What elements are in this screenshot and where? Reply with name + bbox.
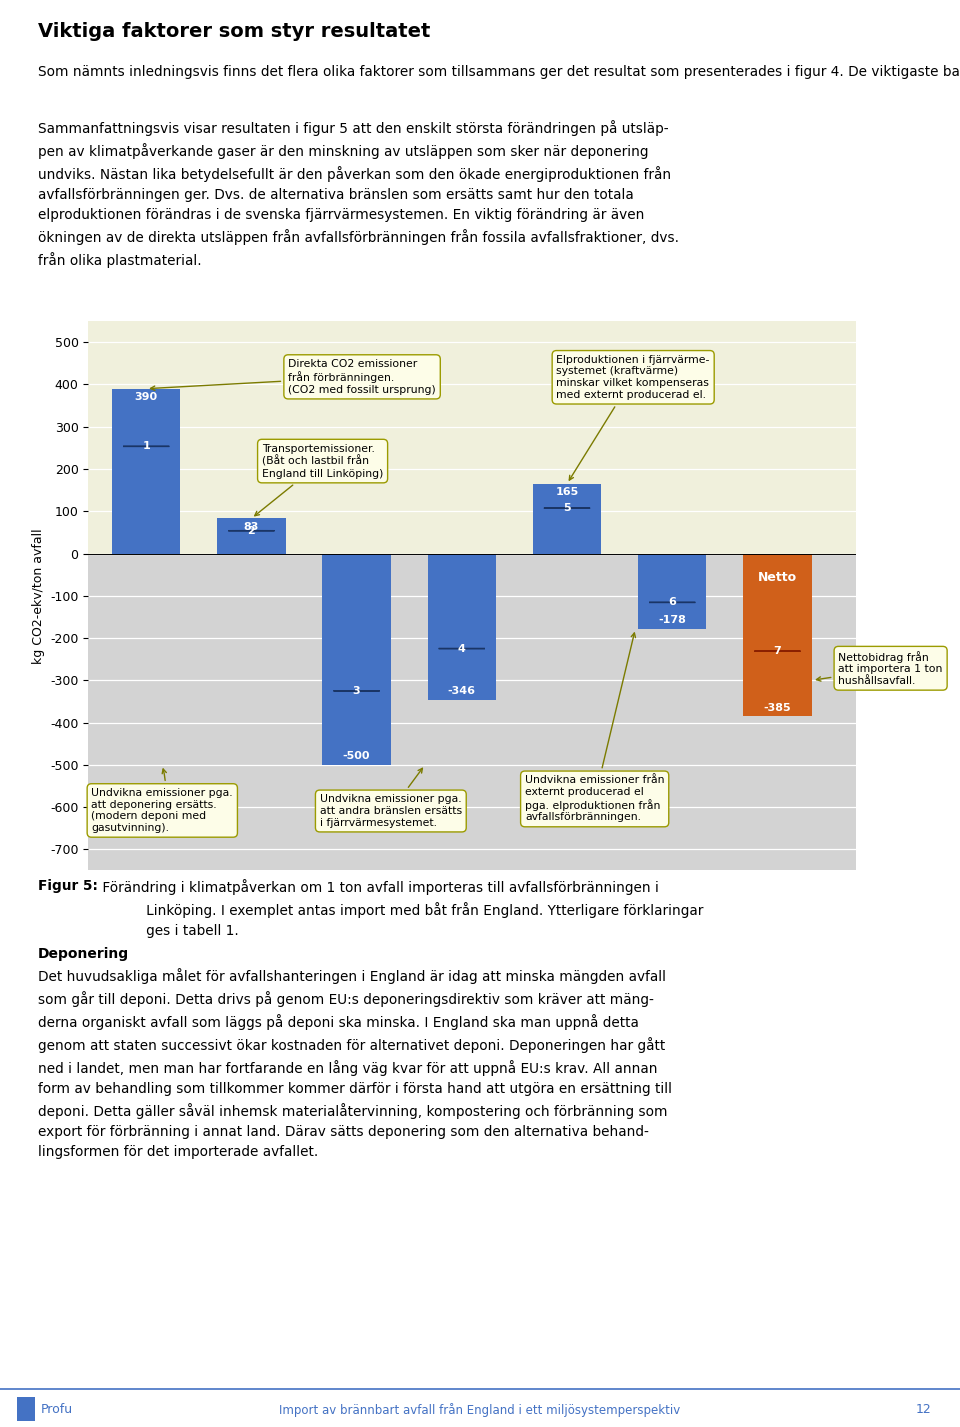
- Text: -500: -500: [343, 752, 371, 762]
- Bar: [88, 321, 856, 554]
- Text: 6: 6: [668, 598, 676, 608]
- Bar: [323, 554, 391, 765]
- Bar: [743, 554, 811, 716]
- Text: Undvikna emissioner pga.
att deponering ersätts.
(modern deponi med
gasutvinning: Undvikna emissioner pga. att deponering …: [91, 769, 233, 833]
- Text: -385: -385: [763, 704, 791, 714]
- Text: Viktiga faktorer som styr resultatet: Viktiga faktorer som styr resultatet: [38, 21, 430, 41]
- Text: Profu: Profu: [40, 1403, 72, 1417]
- Text: Elproduktionen i fjärrvärme-
systemet (kraftvärme)
minskar vilket kompenseras
me: Elproduktionen i fjärrvärme- systemet (k…: [557, 355, 709, 479]
- Text: Direkta CO2 emissioner
från förbränningen.
(CO2 med fossilt ursprung): Direkta CO2 emissioner från förbränninge…: [151, 360, 436, 395]
- Bar: [88, 554, 856, 870]
- Text: 1: 1: [142, 441, 150, 451]
- Bar: [112, 388, 180, 554]
- Bar: [533, 484, 601, 554]
- Text: Transportemissioner.
(Båt och lastbil från
England till Linköping): Transportemissioner. (Båt och lastbil fr…: [254, 444, 383, 515]
- Text: Undvikna emissioner pga.
att andra bränslen ersätts
i fjärrvärmesystemet.: Undvikna emissioner pga. att andra bräns…: [320, 768, 462, 828]
- Bar: [17, 1397, 35, 1421]
- Text: 83: 83: [244, 522, 259, 532]
- Text: -346: -346: [447, 686, 476, 696]
- Bar: [638, 554, 707, 629]
- Text: Sammanfattningsvis visar resultaten i figur 5 att den enskilt största förändring: Sammanfattningsvis visar resultaten i fi…: [38, 120, 679, 268]
- Text: 12: 12: [916, 1403, 931, 1417]
- Text: Nettobidrag från
att importera 1 ton
hushållsavfall.: Nettobidrag från att importera 1 ton hus…: [816, 651, 943, 686]
- Text: Deponering: Deponering: [38, 948, 130, 960]
- Text: 4: 4: [458, 644, 466, 654]
- Text: Undvikna emissioner från
externt producerad el
pga. elproduktionen från
avfallsf: Undvikna emissioner från externt produce…: [525, 634, 664, 822]
- Text: Netto: Netto: [757, 571, 797, 585]
- Text: Det huvudsakliga målet för avfallshanteringen i England är idag att minska mängd: Det huvudsakliga målet för avfallshanter…: [38, 968, 672, 1160]
- Bar: [217, 518, 285, 554]
- Text: 165: 165: [556, 487, 579, 497]
- Text: Figur 5:: Figur 5:: [38, 879, 98, 893]
- Bar: [427, 554, 496, 699]
- Text: 7: 7: [774, 646, 781, 656]
- Text: 3: 3: [352, 686, 360, 696]
- Y-axis label: kg CO2-ekv/ton avfall: kg CO2-ekv/ton avfall: [32, 528, 44, 664]
- Text: Som nämnts inledningsvis finns det flera olika faktorer som tillsammans ger det : Som nämnts inledningsvis finns det flera…: [38, 66, 960, 78]
- Text: Förändring i klimatpåverkan om 1 ton avfall importeras till avfallsförbränningen: Förändring i klimatpåverkan om 1 ton avf…: [98, 879, 704, 938]
- Text: 2: 2: [248, 525, 255, 535]
- Text: Import av brännbart avfall från England i ett miljösystemperspektiv: Import av brännbart avfall från England …: [279, 1403, 681, 1417]
- Text: -178: -178: [659, 615, 686, 625]
- Text: 5: 5: [564, 504, 571, 514]
- Text: 390: 390: [134, 392, 157, 402]
